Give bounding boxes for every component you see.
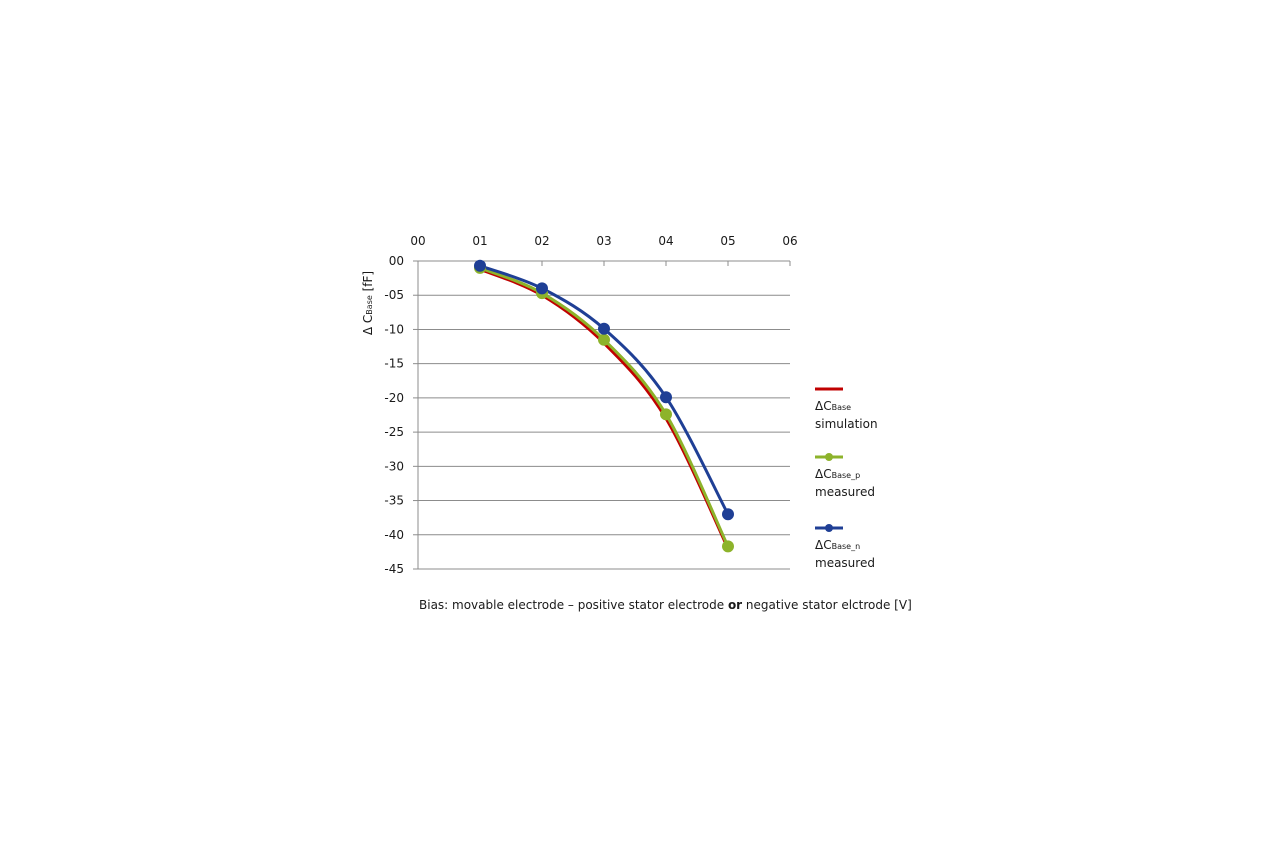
legend-label-measured_n: ΔCBase_n: [815, 538, 860, 552]
legend-marker-measured_p: [825, 453, 833, 461]
legend-label-simulation: ΔCBase: [815, 399, 851, 413]
y-tick-label: -20: [384, 391, 404, 405]
legend-caption-measured_n: measured: [815, 556, 875, 570]
data-point-measured_n: [474, 259, 486, 272]
x-tick-label: 05: [720, 234, 735, 248]
data-point-measured_n: [598, 322, 610, 335]
x-tick-label: 03: [596, 234, 611, 248]
y-tick-label: 00: [389, 254, 404, 268]
data-point-measured_p: [722, 540, 734, 553]
axis-layer: 00 01 02 03 04 05 06 00 -05 -10 -15 -20 -25 -30 -35 -40…: [384, 234, 797, 576]
x-tick-label: 06: [782, 234, 797, 248]
legend-label-measured_p: ΔCBase_p: [815, 467, 860, 481]
x-tick-label: 00: [410, 234, 425, 248]
series-layer: [474, 259, 734, 553]
y-axis-title: Δ CBase [fF]: [361, 271, 375, 335]
legend-marker-measured_n: [825, 524, 833, 532]
data-point-measured_p: [660, 408, 672, 421]
data-point-measured_p: [598, 333, 610, 346]
y-tick-label: -35: [384, 494, 404, 508]
label-layer: Bias: movable electrode – positive stato…: [361, 271, 912, 612]
x-tick-label: 01: [472, 234, 487, 248]
y-tick-label: -25: [384, 425, 404, 439]
x-axis-title: Bias: movable electrode – positive stato…: [419, 598, 912, 612]
grid-layer: [418, 294, 790, 570]
y-tick-label: -45: [384, 562, 404, 576]
series-line-measured_n: [478, 264, 730, 516]
x-tick-label: 02: [534, 234, 549, 248]
y-tick-label: -15: [384, 357, 404, 371]
data-point-measured_n: [722, 508, 734, 521]
legend-caption-simulation: simulation: [815, 417, 878, 431]
legend-layer: ΔCBase simulation ΔCBase_p measured ΔCBase_n…: [815, 387, 878, 570]
data-point-measured_n: [536, 282, 548, 295]
y-tick-label: -05: [384, 288, 404, 302]
data-point-measured_n: [660, 391, 672, 404]
x-tick-label: 04: [658, 234, 673, 248]
y-tick-label: -40: [384, 528, 404, 542]
legend-caption-measured_p: measured: [815, 485, 875, 499]
series-line-measured_p: [478, 266, 730, 548]
y-tick-label: -10: [384, 322, 404, 336]
y-tick-label: -30: [384, 459, 404, 473]
series-line-simulation: [478, 267, 730, 550]
